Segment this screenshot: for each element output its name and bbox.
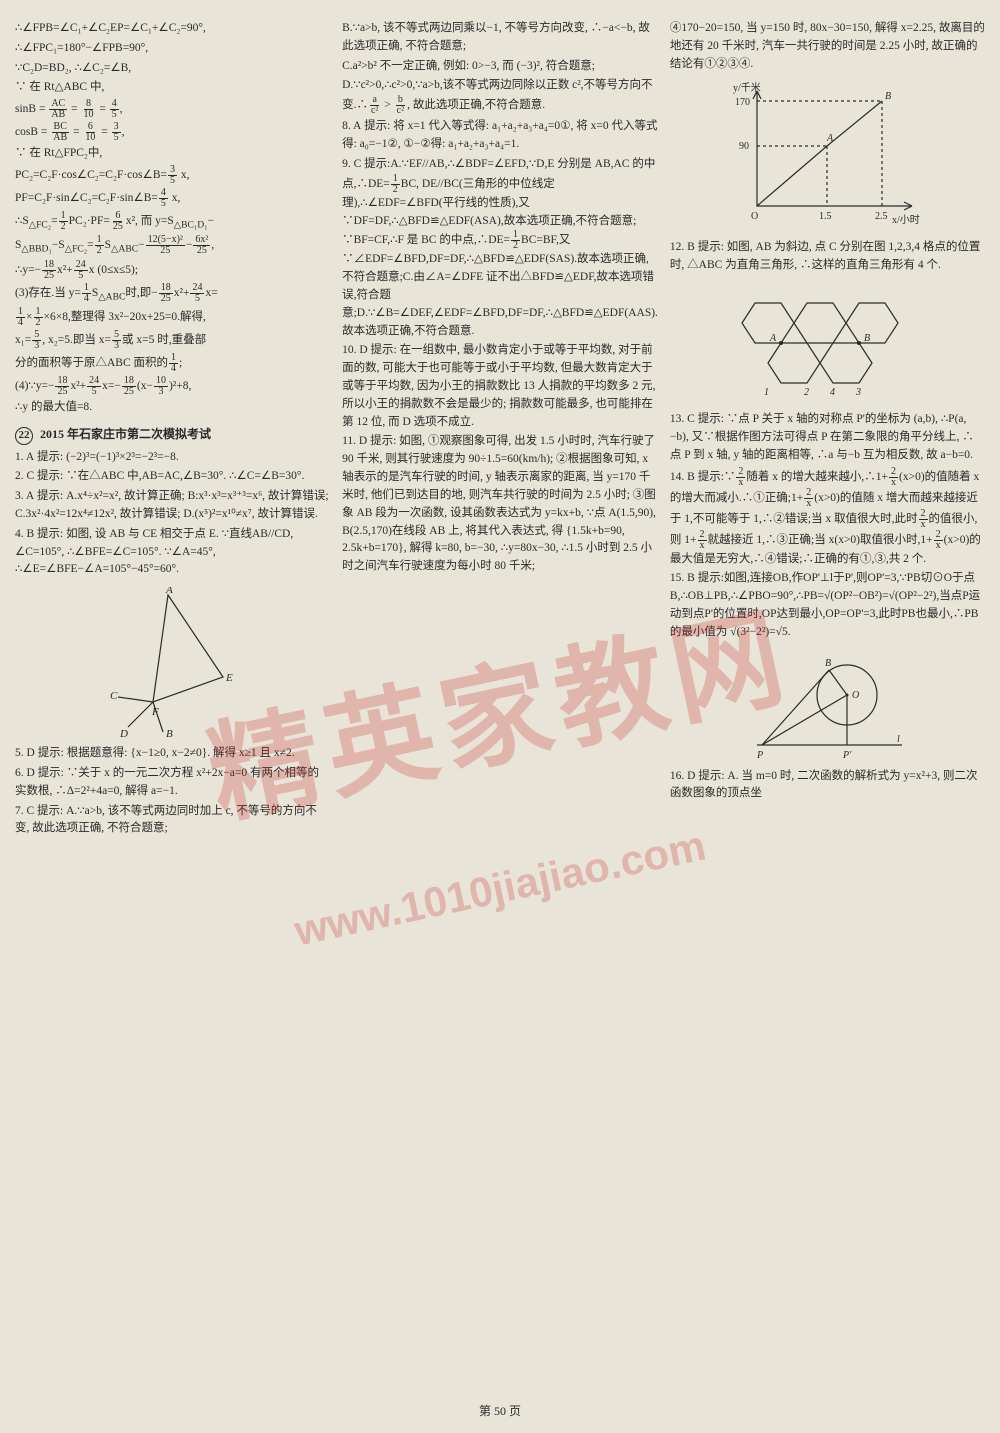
page-container: ∴∠FPB=∠C₁+∠C₂EP=∠C₁+∠C₂=90°, ∴∠FPC₁=180°…: [0, 0, 1000, 1433]
text-line: S△BBD₁−S△FC₂=12S△ABC−12(5−x)²25−6x²25,: [15, 235, 330, 257]
triangle-diagram: A E C F D B: [108, 587, 238, 737]
question-line: 12. B 提示: 如图, AB 为斜边, 点 C 分别在图 1,2,3,4 格…: [670, 239, 985, 275]
question-line: 11. D 提示: 如图, ①观察图象可得, 出发 1.5 小时时, 汽车行驶了…: [342, 433, 658, 576]
svg-text:P: P: [756, 750, 763, 760]
svg-text:90: 90: [739, 141, 749, 152]
svg-text:O: O: [751, 211, 758, 222]
svg-text:B: B: [825, 658, 831, 669]
question-line: 13. C 提示: ∵点 P 关于 x 轴的对称点 P'的坐标为 (a,b), …: [670, 411, 985, 464]
svg-text:B: B: [885, 91, 891, 102]
question-line: 8. A 提示: 将 x=1 代入等式得: a₁+a₂+a₃+a₄=0①, 将 …: [342, 118, 658, 154]
page-footer: 第 50 页: [0, 1402, 1000, 1421]
text-line: x₁=53, x₂=5.即当 x=53或 x=5 时,重叠部: [15, 330, 330, 351]
svg-text:A: A: [165, 587, 173, 596]
section-number-icon: 22: [15, 427, 33, 445]
svg-text:A: A: [769, 333, 777, 344]
svg-text:C: C: [110, 690, 118, 702]
svg-text:1.5: 1.5: [819, 211, 832, 222]
text-line: ④170−20=150, 当 y=150 时, 80x−30=150, 解得 x…: [670, 20, 985, 73]
svg-text:E: E: [225, 672, 233, 684]
svg-text:y/千米: y/千米: [733, 81, 761, 94]
question-line: 10. D 提示: 在一组数中, 最小数肯定小于或等于平均数, 对于前面的数, …: [342, 342, 658, 431]
question-line: 1. A 提示: (−2)³=(−1)³×2³=−2³=−8.: [15, 449, 330, 467]
svg-text:x/小时: x/小时: [892, 214, 920, 226]
question-line: 15. B 提示:如图,连接OB,作OP'⊥l于P',则OP'=3,∵PB切⊙O…: [670, 570, 985, 641]
column-1: ∴∠FPB=∠C₁+∠C₂EP=∠C₁+∠C₂=90°, ∴∠FPC₁=180°…: [15, 20, 330, 1393]
question-line: 9. C 提示:A.∵EF//AB,∴∠BDF=∠EFD,∵D,E 分别是 AB…: [342, 156, 658, 341]
question-line: 2. C 提示: ∵在△ABC 中,AB=AC,∠B=30°. ∴∠C=∠B=3…: [15, 468, 330, 486]
text-line: ∴y=−1825x²+245x (0≤x≤5);: [15, 260, 330, 281]
svg-text:A: A: [826, 133, 834, 144]
question-line: 7. C 提示: A.∵a>b, 该不等式两边同时加上 c, 不等号的方向不变,…: [15, 803, 330, 839]
text-line: sinB = ACAB = 810 = 45,: [15, 99, 330, 120]
text-line: ∵ 在 Rt△FPC₂中,: [15, 145, 330, 163]
text-line: PF=C₂F·sin∠C₂=C₂F·sin∠B=45 x,: [15, 188, 330, 209]
svg-text:l: l: [897, 734, 900, 745]
question-line: 4. B 提示: 如图, 设 AB 与 CE 相交于点 E. ∵直线AB//CD…: [15, 526, 330, 579]
svg-text:O: O: [852, 690, 859, 701]
svg-text:B: B: [166, 728, 173, 737]
text-line: PC₂=C₂F·cos∠C₂=C₂F·cos∠B=35 x,: [15, 165, 330, 186]
text-line: ∴S△FC₂=12PC₂·PF=625x², 而 y=S△BC₁D₁−: [15, 211, 330, 233]
question-line: 3. A 提示: A.x⁴÷x²=x², 故计算正确; B:x³·x³=x³⁺³…: [15, 488, 330, 524]
text-line: ∵C₂D=BD₂, ∴∠C₂=∠B,: [15, 60, 330, 78]
section-title: 2015 年石家庄市第二次模拟考试: [40, 427, 211, 441]
svg-text:F: F: [151, 706, 159, 718]
svg-text:4: 4: [830, 387, 835, 398]
svg-text:170: 170: [735, 97, 750, 108]
text-line: cosB = BCAB = 610 = 35,: [15, 122, 330, 143]
column-3: ④170−20=150, 当 y=150 时, 80x−30=150, 解得 x…: [670, 20, 985, 1393]
question-line: 14. B 提示:∵2x随着 x 的增大越来越小,∴1+2x(x>0)的值随着 …: [670, 467, 985, 569]
text-line: C.a²>b² 不一定正确, 例如: 0>−3, 而 (−3)², 符合题意;: [342, 58, 658, 76]
text-line: 分的面积等于原△ABC 面积的14;: [15, 353, 330, 374]
svg-text:3: 3: [855, 387, 861, 398]
text-line: B.∵a>b, 该不等式两边同乘以−1, 不等号方向改变, ∴−a<−b, 故此…: [342, 20, 658, 56]
line-chart: 170 90 O 1.5 2.5 x/小时 y/千米 A B: [727, 81, 927, 231]
svg-text:1: 1: [764, 387, 769, 398]
svg-text:B: B: [864, 333, 870, 344]
text-line: (3)存在.当 y=14S△ABC时,即−1825x²+245x=: [15, 283, 330, 305]
svg-text:2.5: 2.5: [875, 211, 888, 222]
column-2: B.∵a>b, 该不等式两边同乘以−1, 不等号方向改变, ∴−a<−b, 故此…: [342, 20, 658, 1393]
text-line: 14×12×6×8,整理得 3x²−20x+25=0.解得,: [15, 307, 330, 328]
section-header: 22 2015 年石家庄市第二次模拟考试: [15, 425, 330, 445]
question-line: 6. D 提示: ∵关于 x 的一元二次方程 x²+2x−a=0 有两个相等的实…: [15, 765, 330, 801]
question-line: 5. D 提示: 根据题意得: {x−1≥0, x−2≠0}. 解得 x≥1 且…: [15, 745, 330, 763]
text-line: ∴y 的最大值=8.: [15, 399, 330, 417]
text-line: ∴∠FPB=∠C₁+∠C₂EP=∠C₁+∠C₂=90°,: [15, 20, 330, 38]
text-line: ∴∠FPC₁=180°−∠FPB=90°,: [15, 40, 330, 58]
svg-text:P': P': [842, 750, 852, 760]
text-line: (4)∵y=−1825x²+245x=−1825(x−103)²+8,: [15, 376, 330, 397]
hexagon-diagram: A B 1 2 3 4: [722, 283, 932, 403]
text-line: ∵ 在 Rt△ABC 中,: [15, 79, 330, 97]
question-line: 16. D 提示: A. 当 m=0 时, 二次函数的解析式为 y=x²+3, …: [670, 768, 985, 804]
svg-text:2: 2: [804, 387, 809, 398]
text-line: D.∵c²>0,∴c²>0,∵a>b,该不等式两边同除以正数 c²,不等号方向不…: [342, 77, 658, 116]
svg-text:D: D: [119, 728, 128, 737]
circle-diagram: B O P P' l: [747, 650, 907, 760]
